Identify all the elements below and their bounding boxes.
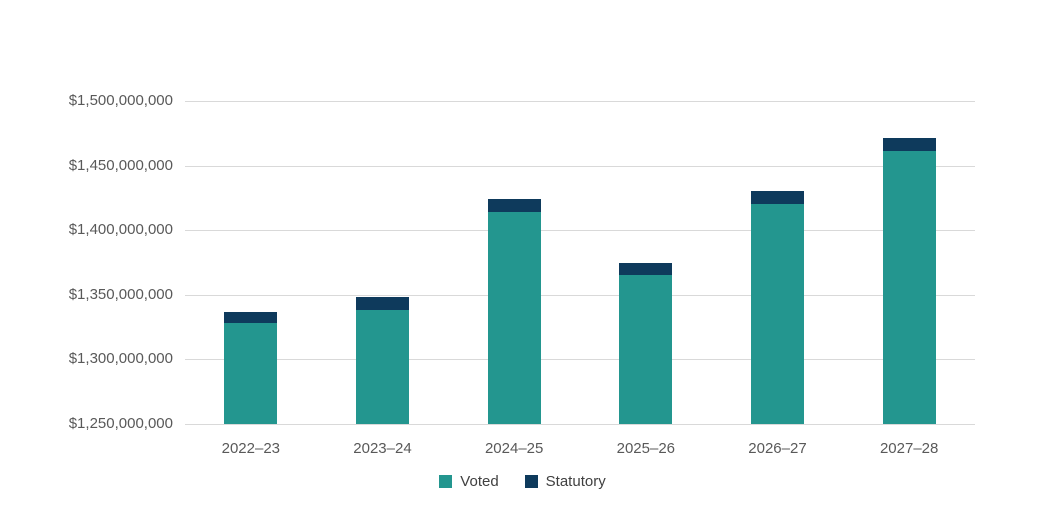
bar-2027-28 xyxy=(882,138,936,424)
gridline xyxy=(185,359,975,361)
bar-segment-statutory xyxy=(487,199,541,213)
bar-segment-statutory xyxy=(224,311,278,324)
bar-segment-voted xyxy=(356,310,409,424)
legend-item-voted: Voted xyxy=(439,473,499,490)
gridline xyxy=(185,294,975,296)
bar-2024-25 xyxy=(487,199,541,424)
bar-segment-voted xyxy=(619,275,673,424)
legend-label: Voted xyxy=(460,473,499,490)
y-tick-label: $1,450,000,000 xyxy=(68,156,173,174)
bar-segment-voted xyxy=(882,151,936,424)
legend-swatch-icon xyxy=(524,475,538,488)
bar-2022-23 xyxy=(224,311,278,424)
legend-item-statutory: Statutory xyxy=(524,473,606,490)
bar-segment-statutory xyxy=(882,138,936,152)
gridline xyxy=(185,424,975,425)
x-tick-label: 2025–26 xyxy=(616,440,676,457)
x-tick-label: 2027–28 xyxy=(879,440,939,457)
bar-segment-voted xyxy=(751,204,804,424)
bar-segment-statutory xyxy=(619,262,673,276)
legend: Voted Statutory xyxy=(0,473,1045,490)
x-tick-label: 2026–27 xyxy=(748,440,807,457)
bar-2025-26 xyxy=(619,262,673,424)
x-tick-label: 2024–25 xyxy=(484,440,544,457)
x-tick-label: 2022–23 xyxy=(221,440,281,457)
gridline xyxy=(185,101,975,102)
y-tick-label: $1,300,000,000 xyxy=(68,350,173,368)
legend-swatch-icon xyxy=(439,475,453,488)
y-tick-label: $1,350,000,000 xyxy=(68,285,173,303)
x-tick-label: 2023–24 xyxy=(353,440,412,457)
bar-2026-27 xyxy=(751,191,804,424)
y-tick-label: $1,500,000,000 xyxy=(68,92,173,109)
bar-segment-statutory xyxy=(356,297,409,311)
legend-label: Statutory xyxy=(545,473,606,490)
gridline xyxy=(185,230,975,232)
gridline xyxy=(185,165,975,167)
plot-area xyxy=(185,101,975,425)
bar-segment-statutory xyxy=(751,191,804,205)
bar-segment-voted xyxy=(224,323,278,424)
y-tick-label: $1,250,000,000 xyxy=(68,415,173,432)
y-tick-label: $1,400,000,000 xyxy=(68,221,173,239)
bar-segment-voted xyxy=(487,212,541,424)
bar-2023-24 xyxy=(356,297,409,424)
